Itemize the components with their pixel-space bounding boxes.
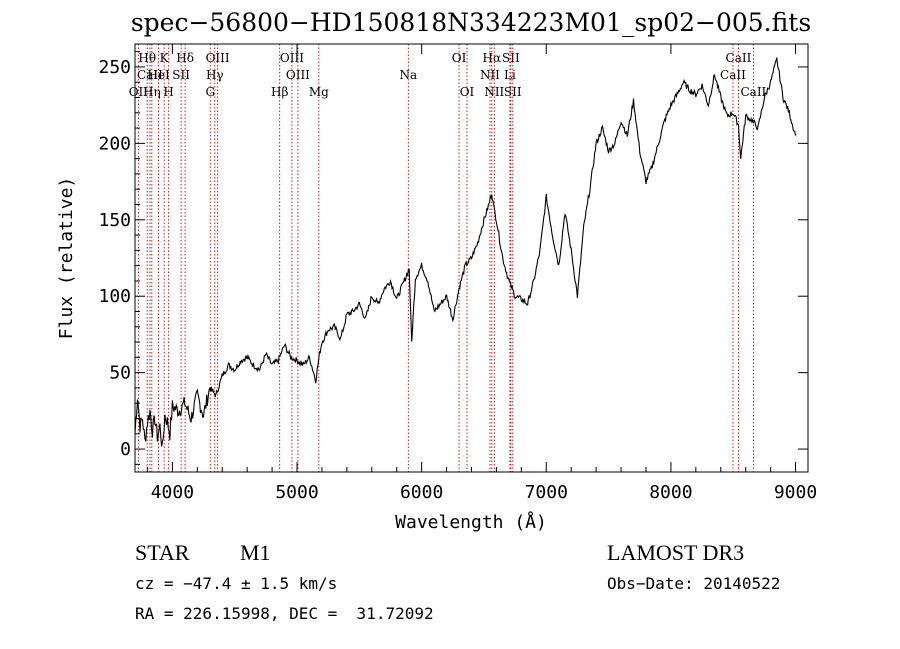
spectrum-line [134, 57, 797, 447]
line-label: Hθ [138, 51, 156, 65]
y-tick-label: 250 [98, 57, 131, 78]
subclass: M1 [240, 540, 271, 565]
line-label: Mg [309, 85, 329, 99]
x-tick-label: 7000 [525, 482, 568, 503]
line-label: OIII [206, 51, 230, 65]
line-label: OIII [286, 68, 310, 82]
line-label: SII [502, 51, 520, 65]
y-tick-label: 200 [98, 133, 131, 154]
line-label: G [205, 85, 215, 99]
object-type: STAR [135, 540, 190, 565]
line-label: Hα [483, 51, 502, 65]
survey-name: LAMOST DR3 [607, 540, 745, 565]
coordinates: RA = 226.15998, DEC = 31.72092 [135, 604, 434, 623]
spectrum-chart: spec−56800−HD150818N334223M01_sp02−005.f… [56, 8, 817, 533]
x-tick-label: 8000 [649, 482, 692, 503]
y-axis: 0 50 100 150 200 250 [98, 51, 808, 465]
redshift-cz: cz = −47.4 ± 1.5 km/s [135, 574, 338, 593]
observation-date: Obs−Date: 20140522 [607, 574, 781, 593]
line-label: Hβ [271, 85, 288, 99]
y-tick-label: 150 [98, 210, 131, 231]
line-label: OI [460, 85, 475, 99]
line-label: Li [504, 68, 516, 82]
line-label: K [160, 51, 170, 65]
y-tick-label: 100 [98, 286, 131, 307]
line-label: SII [504, 85, 522, 99]
line-label: OII [129, 85, 149, 99]
y-axis-label: Flux (relative) [56, 177, 77, 340]
line-label: CaII [740, 85, 766, 99]
line-label: SII [172, 68, 190, 82]
line-label: Na [399, 68, 417, 82]
x-tick-label: 4000 [151, 482, 194, 503]
line-label: NII [480, 68, 500, 82]
x-tick-label: 9000 [774, 482, 817, 503]
line-label: Hδ [176, 51, 194, 65]
line-label: OIII [280, 51, 304, 65]
x-axis: 4000 5000 6000 7000 8000 9000 [146, 44, 817, 503]
line-label: CaII [137, 68, 163, 82]
x-tick-label: 5000 [275, 482, 318, 503]
line-label: NII [484, 85, 504, 99]
line-label: H [163, 85, 173, 99]
x-axis-label: Wavelength (Å) [395, 511, 547, 533]
y-tick-label: 0 [120, 439, 131, 460]
line-label: Hγ [206, 68, 224, 82]
y-tick-label: 50 [109, 363, 131, 384]
chart-title: spec−56800−HD150818N334223M01_sp02−005.f… [131, 8, 811, 37]
line-label: CaII [720, 68, 746, 82]
x-tick-label: 6000 [400, 482, 443, 503]
line-label: CaII [726, 51, 752, 65]
line-label: HeI [147, 68, 170, 82]
line-label: Hη [143, 85, 161, 99]
line-label: OI [452, 51, 467, 65]
